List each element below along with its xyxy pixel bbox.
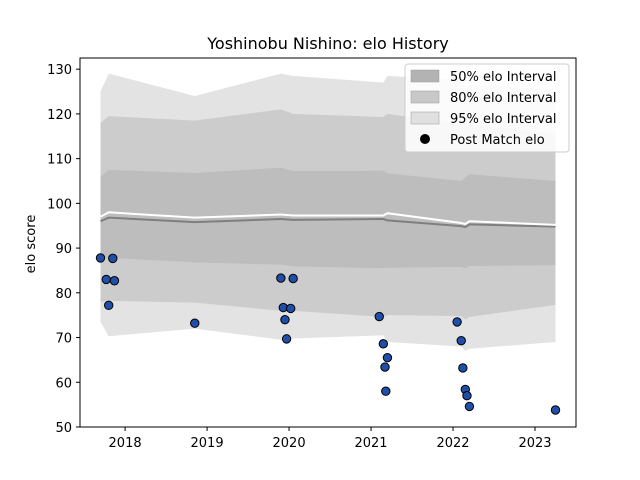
mean-elo-line [100, 216, 556, 229]
axes-frame [79, 57, 577, 428]
post-match-point [276, 273, 286, 283]
post-match-point [462, 390, 472, 401]
post-match-point [108, 253, 118, 264]
band50-area [100, 167, 556, 269]
legend-label: 95% elo Interval [450, 112, 557, 127]
legend-label: Post Match elo [450, 133, 545, 148]
y-tick-label: 120 [47, 108, 72, 123]
post-match-point [381, 386, 391, 396]
legend-marker [420, 134, 430, 144]
post-match-point [95, 253, 106, 263]
legend-swatch [410, 69, 440, 83]
y-tick-label: 70 [55, 332, 72, 347]
post-match-point [550, 405, 561, 415]
y-tick-label: 110 [47, 153, 72, 168]
post-match-points [95, 253, 561, 415]
y-tick-label: 100 [47, 197, 72, 212]
post-match-point [103, 300, 114, 311]
y-tick-label: 80 [55, 287, 72, 302]
legend: 50% elo Interval 80% elo Interval 95% elo … [404, 63, 570, 153]
post-match-point [458, 363, 468, 373]
x-tick-label: 2019 [191, 436, 224, 451]
post-match-point [285, 303, 296, 314]
chart-title: Yoshinobu Nishino: elo History [206, 34, 449, 53]
x-axis-ticks: 2018 2019 2020 2021 2022 2023 [109, 427, 552, 451]
post-match-point [374, 311, 384, 322]
y-axis-label: elo score [24, 215, 39, 274]
x-tick-label: 2022 [436, 436, 469, 451]
post-match-point [452, 317, 462, 327]
legend-swatch [410, 111, 440, 125]
post-match-point [456, 335, 466, 346]
x-tick-label: 2018 [109, 436, 142, 451]
y-tick-label: 130 [47, 63, 72, 78]
post-match-point [109, 276, 120, 286]
post-match-point [288, 273, 298, 284]
legend-label: 50% elo Interval [450, 70, 557, 85]
upper-elo-line [100, 211, 556, 226]
y-tick-label: 90 [55, 242, 72, 257]
post-match-point [380, 362, 390, 372]
x-tick-label: 2023 [518, 436, 551, 451]
y-tick-label: 60 [55, 376, 72, 391]
y-tick-label: 50 [55, 421, 72, 436]
post-match-point [378, 339, 389, 349]
post-match-point [281, 334, 292, 344]
legend-label: 80% elo Interval [450, 91, 557, 106]
y-axis-ticks: 50 60 70 80 90 100 110 120 130 [47, 63, 80, 436]
post-match-point [464, 401, 475, 412]
legend-swatch [410, 90, 440, 104]
legend-box [404, 63, 570, 153]
post-match-point [382, 352, 393, 363]
x-tick-label: 2020 [273, 436, 306, 451]
post-match-point [190, 318, 200, 328]
elo-lines [100, 211, 556, 229]
post-match-point [101, 274, 111, 285]
x-tick-label: 2021 [354, 436, 387, 451]
post-match-point [280, 314, 290, 325]
